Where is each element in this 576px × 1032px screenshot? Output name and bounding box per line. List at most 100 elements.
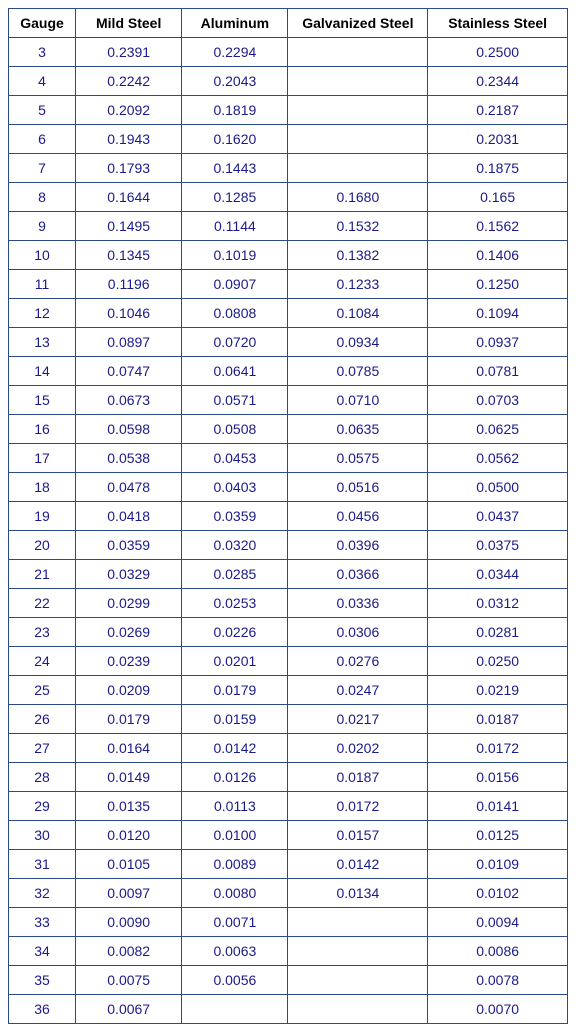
table-cell: 4: [9, 67, 76, 96]
table-cell: 0.1819: [182, 96, 288, 125]
table-cell: 0.2294: [182, 38, 288, 67]
table-cell: 0.0102: [428, 879, 568, 908]
table-cell: 0.0142: [182, 734, 288, 763]
table-cell: 25: [9, 676, 76, 705]
table-cell: 32: [9, 879, 76, 908]
table-cell: 0.1084: [288, 299, 428, 328]
table-cell: 3: [9, 38, 76, 67]
table-cell: 0.0187: [428, 705, 568, 734]
table-cell: 0.1793: [76, 154, 182, 183]
table-cell: 24: [9, 647, 76, 676]
table-cell: 22: [9, 589, 76, 618]
table-row: 350.00750.00560.0078: [9, 966, 568, 995]
table-cell: 0.0418: [76, 502, 182, 531]
table-cell: 0.0253: [182, 589, 288, 618]
table-row: 240.02390.02010.02760.0250: [9, 647, 568, 676]
header-galvanized-steel: Galvanized Steel: [288, 9, 428, 38]
table-cell: 0.0100: [182, 821, 288, 850]
table-cell: 17: [9, 444, 76, 473]
table-cell: 0.0070: [428, 995, 568, 1024]
table-cell: 0.0120: [76, 821, 182, 850]
table-cell: 0.0500: [428, 473, 568, 502]
table-cell: 0.0217: [288, 705, 428, 734]
table-cell: 0.1196: [76, 270, 182, 299]
table-cell: 0.0625: [428, 415, 568, 444]
table-row: 320.00970.00800.01340.0102: [9, 879, 568, 908]
table-cell: 0.0201: [182, 647, 288, 676]
table-cell: [288, 125, 428, 154]
table-cell: 0.0105: [76, 850, 182, 879]
table-cell: 0.0785: [288, 357, 428, 386]
table-row: 230.02690.02260.03060.0281: [9, 618, 568, 647]
table-cell: 0.0478: [76, 473, 182, 502]
table-cell: 5: [9, 96, 76, 125]
table-cell: 0.0080: [182, 879, 288, 908]
table-cell: 0.2187: [428, 96, 568, 125]
table-cell: 0.0538: [76, 444, 182, 473]
table-cell: 0.0172: [288, 792, 428, 821]
table-cell: 0.2031: [428, 125, 568, 154]
table-cell: 0.0056: [182, 966, 288, 995]
table-row: 150.06730.05710.07100.0703: [9, 386, 568, 415]
table-cell: 0.1345: [76, 241, 182, 270]
table-cell: 6: [9, 125, 76, 154]
table-cell: 27: [9, 734, 76, 763]
table-row: 100.13450.10190.13820.1406: [9, 241, 568, 270]
table-cell: [288, 38, 428, 67]
table-cell: 0.0720: [182, 328, 288, 357]
table-cell: 0.1680: [288, 183, 428, 212]
table-row: 200.03590.03200.03960.0375: [9, 531, 568, 560]
table-cell: 0.0281: [428, 618, 568, 647]
table-cell: 14: [9, 357, 76, 386]
table-cell: 0.0157: [288, 821, 428, 850]
table-cell: 0.165: [428, 183, 568, 212]
table-row: 250.02090.01790.02470.0219: [9, 676, 568, 705]
table-cell: 0.0078: [428, 966, 568, 995]
table-row: 220.02990.02530.03360.0312: [9, 589, 568, 618]
table-cell: 0.0285: [182, 560, 288, 589]
table-cell: 30: [9, 821, 76, 850]
table-cell: 0.0219: [428, 676, 568, 705]
table-row: 120.10460.08080.10840.1094: [9, 299, 568, 328]
table-cell: 0.1562: [428, 212, 568, 241]
table-cell: 0.0082: [76, 937, 182, 966]
table-row: 90.14950.11440.15320.1562: [9, 212, 568, 241]
table-cell: 0.2242: [76, 67, 182, 96]
table-cell: 0.0113: [182, 792, 288, 821]
table-cell: 0.0516: [288, 473, 428, 502]
table-cell: 0.0456: [288, 502, 428, 531]
table-cell: [288, 154, 428, 183]
table-cell: 7: [9, 154, 76, 183]
table-cell: 0.1532: [288, 212, 428, 241]
table-cell: 0.0937: [428, 328, 568, 357]
table-cell: 23: [9, 618, 76, 647]
table-cell: 0.0149: [76, 763, 182, 792]
table-cell: 0.0179: [182, 676, 288, 705]
table-cell: 0.0598: [76, 415, 182, 444]
table-cell: 0.0135: [76, 792, 182, 821]
table-cell: 0.1406: [428, 241, 568, 270]
table-cell: 0.0250: [428, 647, 568, 676]
table-cell: 19: [9, 502, 76, 531]
table-cell: 0.0781: [428, 357, 568, 386]
table-cell: 0.2344: [428, 67, 568, 96]
table-row: 340.00820.00630.0086: [9, 937, 568, 966]
table-row: 270.01640.01420.02020.0172: [9, 734, 568, 763]
table-cell: 36: [9, 995, 76, 1024]
table-cell: 0.0126: [182, 763, 288, 792]
table-cell: 0.1144: [182, 212, 288, 241]
table-cell: 0.0097: [76, 879, 182, 908]
table-cell: 0.0209: [76, 676, 182, 705]
header-mild-steel: Mild Steel: [76, 9, 182, 38]
table-cell: 0.0808: [182, 299, 288, 328]
table-row: 210.03290.02850.03660.0344: [9, 560, 568, 589]
table-cell: 0.0635: [288, 415, 428, 444]
table-header: Gauge Mild Steel Aluminum Galvanized Ste…: [9, 9, 568, 38]
table-cell: 0.1046: [76, 299, 182, 328]
table-row: 60.19430.16200.2031: [9, 125, 568, 154]
table-cell: 0.0575: [288, 444, 428, 473]
table-cell: 0.1019: [182, 241, 288, 270]
header-gauge: Gauge: [9, 9, 76, 38]
table-cell: [288, 966, 428, 995]
table-cell: 13: [9, 328, 76, 357]
